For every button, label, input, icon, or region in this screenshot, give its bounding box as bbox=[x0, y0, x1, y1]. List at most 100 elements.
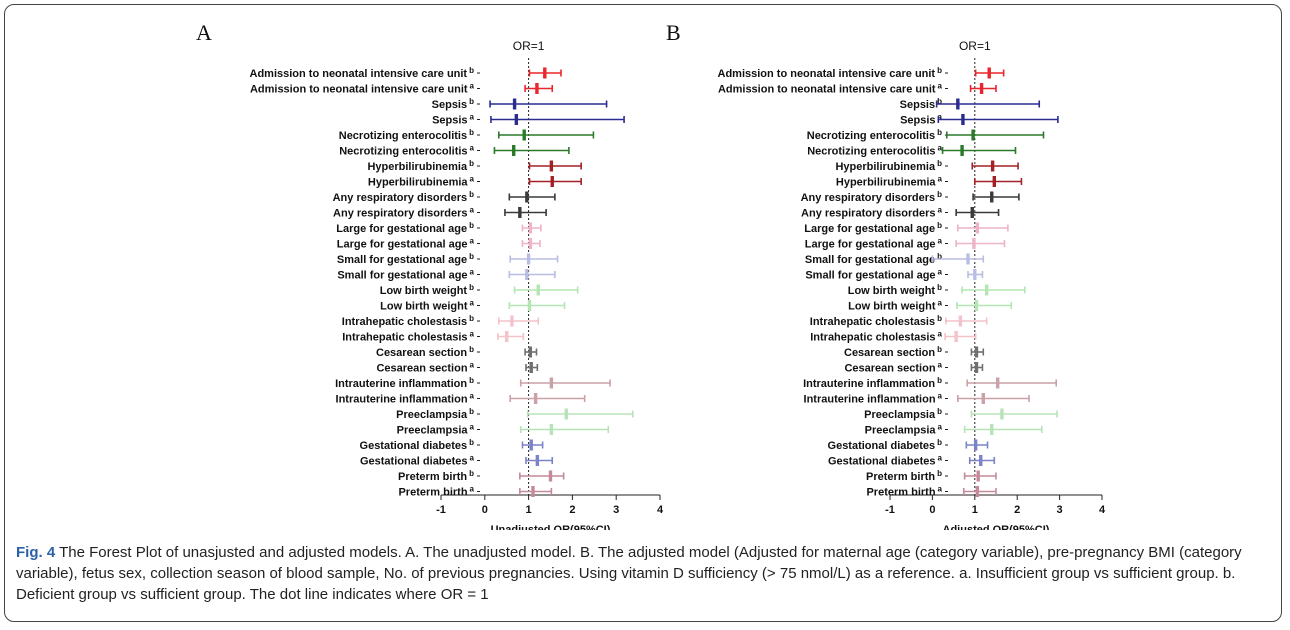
forest-row: Preeclampsia b bbox=[396, 407, 634, 421]
x-tick-label: 4 bbox=[1099, 504, 1106, 516]
forest-row: Intrauterine inflammation b bbox=[335, 376, 611, 390]
forest-row: Preeclampsia a bbox=[397, 423, 610, 437]
row-label: Small for gestational age b bbox=[337, 252, 474, 266]
x-tick-label: -1 bbox=[436, 504, 446, 516]
row-label-text: Necrotizing enterocolitis bbox=[807, 146, 935, 158]
forest-row: Any respiratory disorders b bbox=[801, 190, 1020, 204]
row-label: Preeclampsia b bbox=[864, 407, 942, 421]
forest-row: Large for gestational age a bbox=[805, 237, 1006, 251]
row-label-text: Sepsis bbox=[432, 99, 467, 111]
or-point-marker bbox=[525, 269, 529, 280]
forest-row: Preeclampsia a bbox=[865, 423, 1043, 437]
or-point-marker bbox=[972, 238, 976, 249]
row-label: Low birth weight b bbox=[380, 283, 474, 297]
reference-label: OR=1 bbox=[513, 39, 545, 53]
row-superscript: b bbox=[469, 438, 474, 447]
row-label: Large for gestational age a bbox=[805, 237, 943, 251]
row-superscript: b bbox=[937, 221, 942, 230]
row-superscript: b bbox=[469, 469, 474, 478]
or-point-marker bbox=[975, 222, 980, 234]
forest-row: Small for gestational age b bbox=[337, 252, 559, 266]
or-point-marker bbox=[990, 160, 995, 172]
forest-row: Intrauterine inflammation a bbox=[336, 392, 586, 406]
or-point-marker bbox=[536, 284, 540, 296]
forest-row: Preterm birth b bbox=[866, 469, 997, 483]
or-point-marker bbox=[550, 176, 554, 187]
or-point-marker bbox=[970, 207, 974, 218]
row-superscript: b bbox=[937, 314, 942, 323]
row-label: Large for gestational age b bbox=[804, 221, 942, 235]
row-label-text: Preeclampsia bbox=[865, 425, 937, 437]
row-label: Intrahepatic cholestasis b bbox=[810, 314, 942, 328]
row-label-text: Preterm birth bbox=[398, 487, 467, 499]
forest-row: Large for gestational age b bbox=[804, 221, 1009, 235]
forest-row: Sepsis a bbox=[432, 113, 625, 127]
or-point-marker bbox=[529, 439, 533, 451]
row-label: Hyperbilirubinemia a bbox=[836, 175, 943, 189]
row-superscript: a bbox=[938, 175, 943, 184]
figure-frame bbox=[4, 4, 1282, 622]
row-label-text: Small for gestational age bbox=[337, 270, 467, 282]
row-label-text: Cesarean section bbox=[844, 363, 935, 375]
forest-row: Large for gestational age b bbox=[336, 221, 542, 235]
or-point-marker bbox=[528, 346, 533, 358]
row-label: Necrotizing enterocolitis b bbox=[807, 128, 942, 142]
row-label-text: Cesarean section bbox=[376, 347, 467, 359]
row-label: Intrauterine inflammation a bbox=[336, 392, 475, 406]
row-superscript: a bbox=[938, 392, 943, 401]
row-label-text: Sepsis bbox=[900, 99, 935, 111]
forest-row: Necrotizing enterocolitis a bbox=[807, 144, 1017, 158]
row-superscript: a bbox=[470, 206, 475, 215]
row-superscript: a bbox=[938, 206, 943, 215]
forest-row: Hyperbilirubinemia b bbox=[835, 159, 1019, 173]
or-point-marker bbox=[974, 346, 979, 358]
forest-row: Preterm birth a bbox=[398, 485, 553, 499]
row-superscript: b bbox=[469, 190, 474, 199]
forest-plot-figure: A OR=1 -1 0 1 2 3 4 Unadjusted OR(95%CI) Admissio… bbox=[196, 20, 1106, 530]
row-label: Necrotizing enterocolitis a bbox=[807, 144, 942, 158]
or-point-marker bbox=[984, 284, 989, 296]
row-label-text: Gestational diabetes bbox=[360, 456, 468, 468]
forest-row: Intrahepatic cholestasis a bbox=[342, 330, 525, 344]
or-point-marker bbox=[528, 222, 533, 234]
or-point-marker bbox=[990, 424, 994, 435]
row-label: Necrotizing enterocolitis a bbox=[339, 144, 474, 158]
x-axis-title: Adjusted OR(95%CI) bbox=[943, 524, 1050, 530]
row-superscript: a bbox=[470, 330, 475, 339]
row-label-text: Admission to neonatal intensive care uni… bbox=[250, 84, 468, 96]
row-label: Sepsis b bbox=[900, 97, 942, 111]
or-point-marker bbox=[987, 67, 991, 79]
forest-row: Hyperbilirubinemia b bbox=[367, 159, 582, 173]
or-point-marker bbox=[529, 362, 533, 373]
forest-row: Preterm birth a bbox=[866, 485, 997, 499]
row-label-text: Large for gestational age bbox=[336, 223, 467, 235]
row-label-text: Necrotizing enterocolitis bbox=[807, 130, 935, 142]
row-label-text: Small for gestational age bbox=[337, 254, 467, 266]
row-superscript: b bbox=[469, 66, 474, 75]
row-label-text: Sepsis bbox=[900, 115, 935, 127]
row-label-text: Intrahepatic cholestasis bbox=[342, 316, 467, 328]
row-label: Large for gestational age a bbox=[337, 237, 475, 251]
or-point-marker bbox=[526, 253, 531, 265]
row-label: Intrauterine inflammation a bbox=[804, 392, 943, 406]
row-label: Low birth weight a bbox=[380, 299, 474, 313]
forest-row: Large for gestational age a bbox=[337, 237, 541, 251]
row-superscript: a bbox=[938, 330, 943, 339]
forest-row: Admission to neonatal intensive care uni… bbox=[718, 66, 1005, 80]
row-label: Small for gestational age b bbox=[805, 252, 942, 266]
row-label-text: Any respiratory disorders bbox=[333, 192, 468, 204]
row-label-text: Preeclampsia bbox=[397, 425, 469, 437]
or-point-marker bbox=[514, 114, 519, 125]
forest-row: Any respiratory disorders a bbox=[333, 206, 547, 220]
or-point-marker bbox=[979, 83, 984, 94]
row-label: Preterm birth a bbox=[866, 485, 942, 499]
x-tick-label: 2 bbox=[569, 504, 575, 516]
panel-b: B OR=1 -1 0 1 2 3 4 Adjusted OR(95%CI) Admission … bbox=[666, 20, 1106, 530]
row-superscript: a bbox=[470, 113, 475, 122]
forest-row: Preterm birth b bbox=[398, 469, 565, 483]
row-label: Sepsis b bbox=[432, 97, 474, 111]
row-superscript: b bbox=[937, 190, 942, 199]
or-point-marker bbox=[974, 362, 979, 373]
forest-row: Intrahepatic cholestasis b bbox=[342, 314, 540, 328]
forest-row: Any respiratory disorders a bbox=[801, 206, 1000, 220]
